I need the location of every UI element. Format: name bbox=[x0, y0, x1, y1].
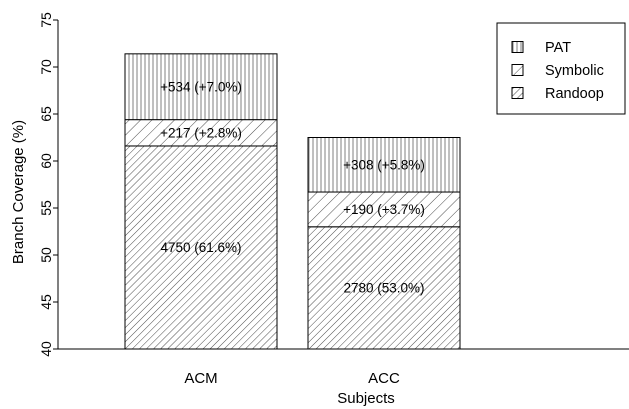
y-tick-label: 55 bbox=[38, 200, 54, 216]
legend-swatch-pat bbox=[511, 41, 524, 53]
legend-label: Symbolic bbox=[545, 63, 604, 79]
bar-segment-randoop-acm bbox=[124, 145, 278, 350]
bars-group: 4750 (61.6%) +217 (+2.8%) +534 (+7.0%) ACM 2… bbox=[124, 53, 461, 387]
legend-label: Randoop bbox=[545, 86, 604, 102]
bar-data-label: 4750 (61.6%) bbox=[160, 240, 241, 255]
bar-data-label: 2780 (53.0%) bbox=[343, 281, 424, 296]
y-tick-label: 65 bbox=[38, 106, 54, 122]
bar-data-label: +534 (+7.0%) bbox=[160, 79, 242, 94]
legend-swatch-randoop bbox=[511, 87, 524, 99]
legend: PAT Symbolic Randoop bbox=[496, 22, 626, 115]
y-axis-title: Branch Coverage (%) bbox=[10, 120, 27, 264]
bar-segment-symbolic-acc bbox=[307, 191, 461, 228]
bar-data-label: +308 (+5.8%) bbox=[343, 157, 425, 172]
y-tick-label: 45 bbox=[38, 294, 54, 310]
y-tick-label: 75 bbox=[38, 12, 54, 28]
y-tick-label: 60 bbox=[38, 153, 54, 169]
bar-segment-pat-acm bbox=[124, 53, 278, 121]
legend-label: PAT bbox=[545, 40, 571, 56]
bar-data-label: +190 (+3.7%) bbox=[343, 202, 425, 217]
legend-swatch-symbolic bbox=[511, 64, 524, 76]
bar-data-label: +217 (+2.8%) bbox=[160, 126, 242, 141]
y-tick-label: 50 bbox=[38, 247, 54, 263]
x-axis-title: Subjects bbox=[337, 390, 395, 407]
x-tick-label: ACM bbox=[184, 370, 217, 387]
axes-group: 40 45 50 55 60 65 70 75 bbox=[38, 12, 629, 357]
bar-segment-pat-acc bbox=[307, 137, 461, 193]
bar-segment-symbolic-acm bbox=[124, 119, 278, 147]
x-tick-label: ACC bbox=[368, 370, 400, 387]
y-tick-label: 70 bbox=[38, 59, 54, 75]
y-tick-label: 40 bbox=[38, 341, 54, 357]
